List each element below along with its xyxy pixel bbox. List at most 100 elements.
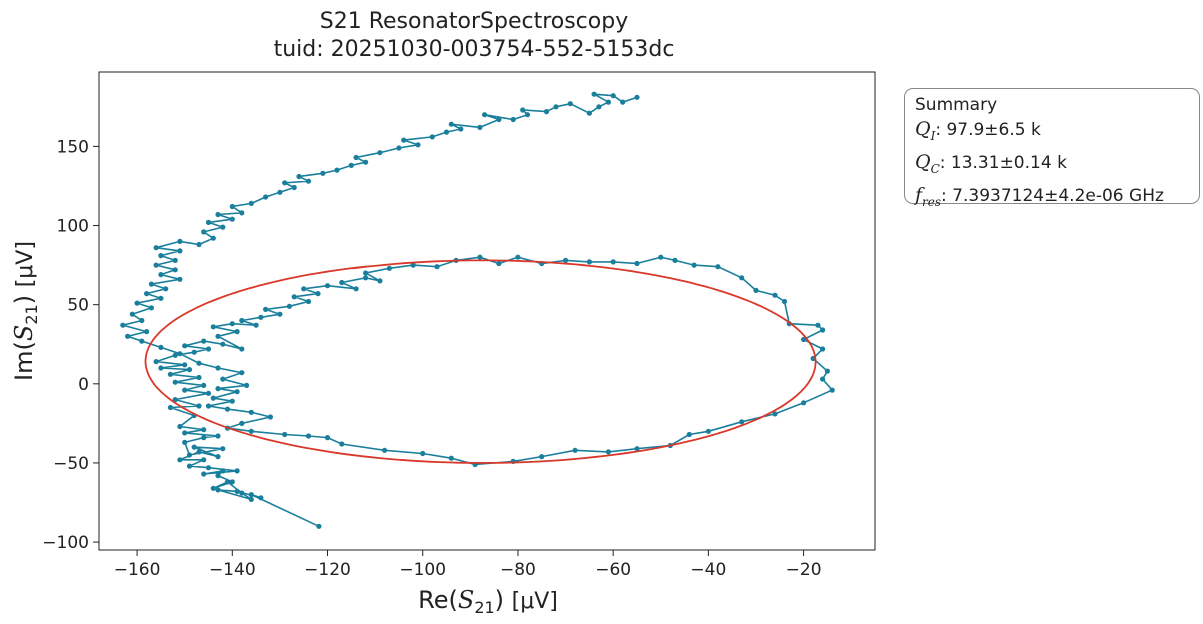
data-point	[610, 93, 616, 99]
data-point	[234, 468, 240, 474]
data-point	[496, 116, 502, 123]
data-point	[205, 403, 212, 409]
data-point	[263, 194, 269, 200]
data-point	[182, 439, 188, 445]
fres-subscript: res	[922, 194, 942, 209]
data-point	[201, 435, 207, 441]
data-point	[182, 387, 188, 393]
data-point	[234, 329, 240, 335]
data-point	[772, 292, 778, 298]
data-point	[301, 286, 307, 292]
data-point	[196, 360, 202, 366]
data-point	[215, 473, 221, 479]
data-point	[815, 322, 821, 328]
data-point	[215, 365, 221, 371]
data-point	[205, 465, 212, 471]
data-point	[420, 450, 426, 457]
x-axis-label: Re(S21) [μV]	[418, 586, 558, 617]
data-point	[220, 376, 226, 382]
data-point	[353, 286, 359, 292]
data-point	[686, 431, 692, 438]
data-point	[824, 368, 831, 374]
summary-qi: QI: 97.9±6.5 k	[915, 116, 1189, 149]
x-tick-label: −100	[399, 560, 446, 580]
x-tick-label: −80	[500, 560, 536, 580]
data-point	[739, 275, 745, 281]
data-point	[129, 311, 135, 317]
data-point	[210, 324, 216, 330]
y-axis-label: Im(S21) [μV]	[10, 241, 41, 381]
data-point	[158, 365, 164, 371]
y-tick-label: 50	[67, 296, 89, 316]
data-trace-line	[122, 93, 834, 528]
data-point	[215, 211, 221, 218]
data-point	[401, 137, 407, 143]
y-tick-label: 100	[57, 217, 89, 237]
data-point	[177, 457, 183, 463]
data-point	[515, 254, 521, 260]
data-point	[186, 452, 193, 458]
data-point	[244, 382, 250, 388]
y-tick-label: 150	[57, 137, 89, 157]
x-tick-label: −40	[690, 560, 726, 580]
data-point	[396, 145, 402, 151]
y-tick-label: −100	[42, 533, 89, 553]
data-point	[801, 336, 807, 343]
data-point	[591, 91, 597, 97]
data-point	[158, 295, 164, 301]
x-axis-symbol: S	[458, 586, 474, 614]
data-point	[172, 257, 178, 263]
data-point	[277, 311, 283, 317]
data-point	[167, 404, 173, 411]
data-point	[658, 254, 664, 260]
data-point	[125, 333, 131, 339]
data-point	[248, 492, 254, 498]
data-point	[415, 142, 421, 148]
data-point	[172, 352, 178, 358]
data-point	[539, 454, 545, 460]
data-point	[386, 265, 392, 271]
data-point	[210, 485, 216, 491]
data-point	[410, 262, 416, 268]
data-point	[829, 387, 835, 393]
data-point	[186, 367, 193, 373]
y-tick-label: −50	[53, 454, 89, 474]
data-point	[248, 428, 254, 434]
data-point	[377, 150, 383, 156]
data-point	[605, 99, 612, 105]
data-point	[258, 314, 264, 320]
data-point	[158, 272, 164, 278]
data-point	[201, 427, 207, 433]
data-point	[363, 275, 369, 281]
x-tick-label: −120	[304, 560, 351, 580]
data-point	[229, 203, 235, 210]
data-point	[201, 382, 207, 388]
y-axis-subscript: 21	[22, 304, 41, 324]
data-point	[239, 370, 245, 376]
data-point	[201, 338, 207, 344]
data-point	[196, 403, 202, 409]
qi-value: : 97.9±6.5 k	[935, 120, 1041, 140]
x-axis-quantity: Re	[418, 586, 448, 614]
data-point	[215, 454, 221, 460]
data-point	[429, 134, 435, 140]
data-point	[196, 374, 202, 381]
qc-value: : 13.31±0.14 k	[939, 152, 1067, 173]
data-point	[820, 346, 826, 352]
x-axis-unit: [μV]	[512, 589, 558, 614]
data-point	[382, 447, 388, 453]
qc-symbol: Q	[915, 150, 931, 173]
data-point	[172, 379, 178, 385]
summary-fres: fres: 7.3937124±4.2e-06 GHz	[915, 182, 1189, 215]
data-point	[172, 267, 178, 273]
data-point	[153, 359, 159, 365]
summary-qc: QC: 13.31±0.14 k	[915, 149, 1189, 182]
data-point	[148, 281, 154, 287]
data-point	[248, 409, 254, 415]
data-point	[196, 241, 202, 248]
data-point	[191, 444, 197, 450]
data-point	[781, 298, 788, 305]
data-point	[210, 395, 216, 401]
data-point	[305, 433, 312, 439]
data-point	[224, 406, 231, 412]
